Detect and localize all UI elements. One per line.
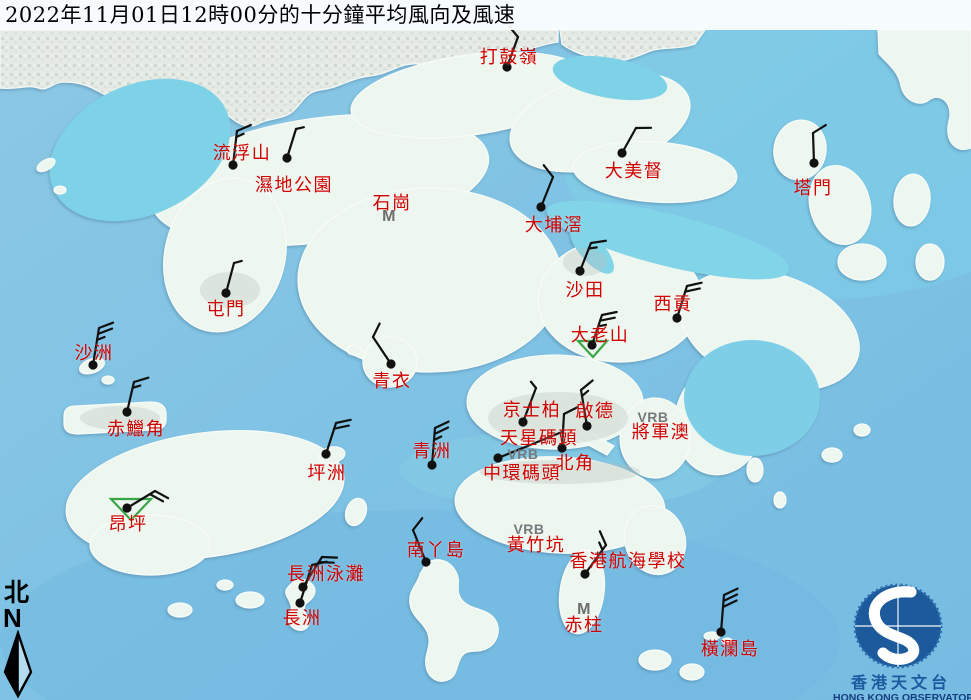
station-label: 北角 [555, 453, 595, 474]
station-label: 屯門 [206, 299, 246, 320]
station-label: 青衣 [372, 371, 412, 392]
station-label: 大埔滘 [524, 215, 584, 236]
station-note-m: M [577, 601, 591, 618]
station-label: 橫瀾島 [700, 639, 760, 660]
hko-logo-chinese: 香港天文台 [850, 673, 951, 692]
station-label: 天星碼頭 [500, 428, 578, 449]
station-label: 赤鱲角 [106, 419, 166, 440]
station-label: 中環碼頭 [483, 463, 561, 484]
station-label: 長洲 [282, 608, 322, 629]
station-label: 昂坪 [108, 514, 148, 535]
compass: 北 N [2, 580, 38, 700]
station-note-vrb: VRB [637, 409, 669, 425]
compass-needle-icon [3, 630, 33, 699]
station-label: 石崗 [372, 193, 412, 214]
hko-logo-english: HONG KONG OBSERVATORY [833, 692, 971, 700]
station-label: 赤柱 [564, 615, 604, 636]
station-note-vrb: VRB [507, 446, 539, 462]
station-label: 塔門 [793, 178, 833, 199]
station-label: 長洲泳灘 [287, 564, 365, 585]
station-label: 將軍澳 [631, 422, 691, 443]
hko-logo-icon [853, 583, 943, 669]
station-label: 京士柏 [502, 400, 562, 421]
station-label: 黃竹坑 [506, 535, 566, 556]
station-label: 坪洲 [307, 463, 347, 484]
station-note-m: M [382, 208, 396, 225]
station-label: 大老山 [570, 325, 630, 346]
station-label: 西貢 [653, 294, 693, 315]
station-label: 青洲 [412, 441, 452, 462]
station-label: 沙洲 [74, 343, 114, 364]
map-title: 2022年11月01日12時00分的十分鐘平均風向及風速 [0, 0, 971, 30]
station-label: 大美督 [604, 161, 664, 182]
station-label: 流浮山 [212, 143, 272, 164]
compass-north-letter: N [3, 603, 22, 633]
hko-logo: 香港天文台 HONG KONG OBSERVATORY [833, 578, 971, 700]
station-label: 香港航海學校 [569, 551, 687, 572]
station-note-vrb: VRB [513, 521, 545, 537]
station-label: 濕地公園 [255, 175, 333, 196]
station-label: 沙田 [565, 280, 605, 301]
compass-north-chinese: 北 [4, 578, 30, 607]
station-label: 啟德 [575, 401, 615, 422]
station-label: 打鼓嶺 [479, 47, 539, 68]
station-label: 南丫島 [406, 540, 466, 561]
